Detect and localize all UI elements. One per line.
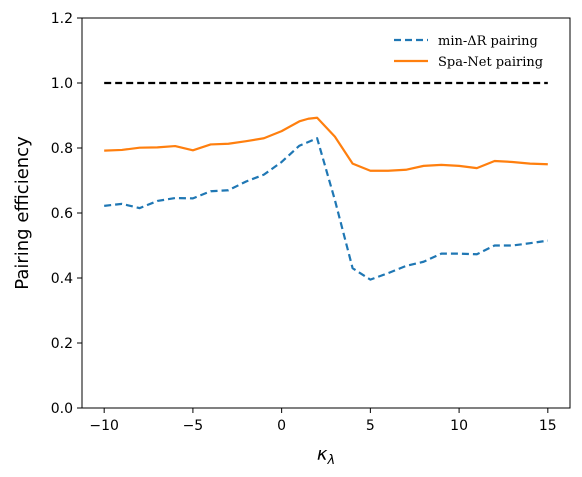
x-tick-label: 15 — [539, 418, 557, 434]
plot-frame — [81, 17, 571, 409]
y-tick-label: 0.8 — [51, 141, 73, 157]
x-tick-label: 0 — [277, 418, 286, 434]
x-tick-label: 5 — [366, 418, 375, 434]
series-line-min-dr — [104, 137, 548, 281]
x-tick-label: 10 — [450, 418, 468, 434]
y-tick-label: 0.0 — [51, 401, 73, 417]
y-tick-label: 1.0 — [51, 76, 73, 92]
y-tick-label: 0.6 — [51, 206, 73, 222]
legend-label-min-dr: min-ΔR pairing — [438, 34, 538, 49]
y-tick-label: 0.2 — [51, 336, 73, 352]
series-line-spa-net — [104, 116, 548, 172]
x-axis-label-symbol: κ — [317, 444, 328, 465]
x-axis-label: κλ — [317, 444, 335, 468]
x-axis-label-subscript: λ — [326, 453, 335, 468]
plot-lines — [104, 81, 548, 281]
y-axis-label: Pairing efficiency — [12, 136, 33, 290]
x-tick-label: −5 — [183, 418, 204, 434]
x-tick-label: −10 — [89, 418, 119, 434]
legend-label-spa-net: Spa-Net pairing — [438, 55, 543, 70]
axis-ticks: −10 −5 0 5 10 15 0.0 0.2 0.4 0.6 0.8 1.0 1.2 — [51, 11, 557, 434]
legend: min-ΔR pairing Spa-Net pairing — [394, 34, 543, 70]
y-tick-label: 1.2 — [51, 11, 73, 27]
y-tick-label: 0.4 — [51, 271, 73, 287]
